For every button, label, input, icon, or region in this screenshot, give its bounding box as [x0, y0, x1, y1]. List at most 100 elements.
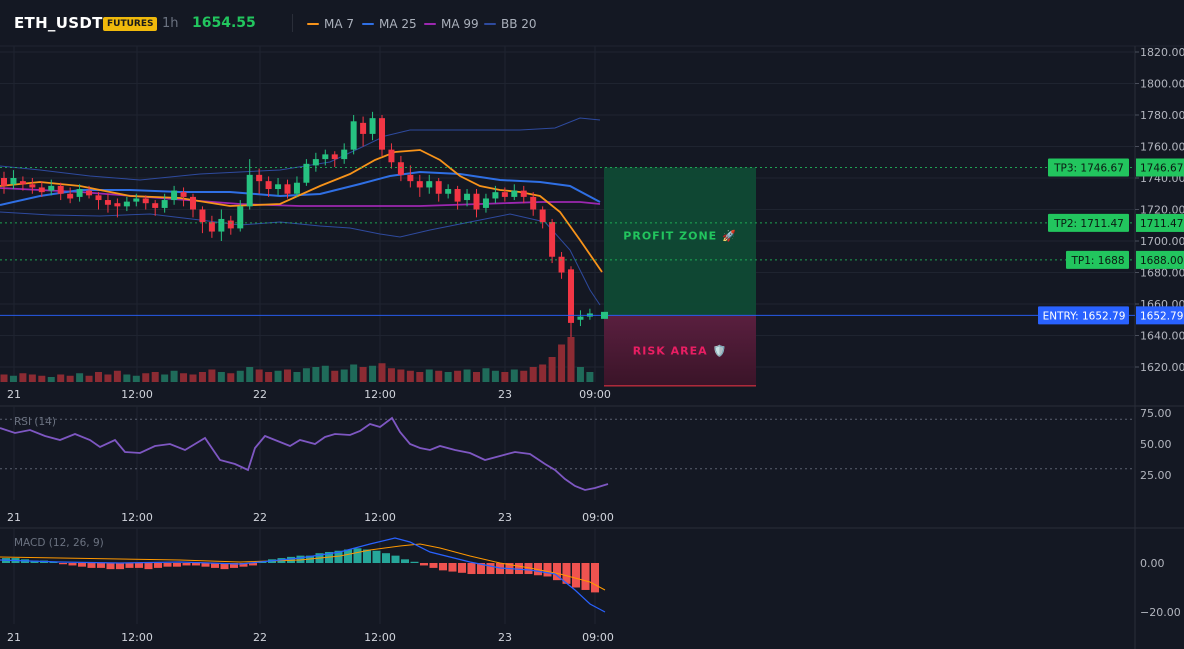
price-tick-label: 1780.00	[1140, 109, 1184, 122]
macd-histogram-bar	[372, 550, 381, 563]
volume-bar	[416, 372, 424, 382]
macd-histogram-bar	[439, 563, 447, 571]
candle-body	[104, 200, 111, 205]
legend-ma7-label: MA 7	[324, 17, 355, 31]
macd-histogram-bar	[249, 563, 257, 566]
volume-bar	[255, 369, 263, 382]
candle-body	[171, 190, 178, 201]
candle-body	[227, 220, 234, 229]
volume-bar	[0, 374, 8, 382]
header-divider	[292, 14, 293, 32]
last-price: 1654.55	[192, 15, 256, 31]
candle-body	[397, 162, 404, 175]
volume-bar	[567, 337, 575, 382]
time-label-rsi: 22	[253, 511, 267, 524]
macd-histogram-bar	[258, 561, 267, 563]
macd-histogram-bar	[154, 563, 162, 568]
volume-bar	[340, 369, 348, 382]
macd-signal-line	[0, 543, 606, 591]
volume-bar	[576, 367, 584, 382]
level-tag-tp3: TP3: 1746.67	[1053, 162, 1124, 174]
volume-bar	[454, 370, 462, 382]
macd-histogram-bar	[486, 563, 495, 575]
rsi-tick-label: 75.00	[1140, 407, 1172, 420]
volume-bar	[236, 370, 244, 382]
candle-body	[520, 190, 527, 197]
macd-histogram-bar	[553, 563, 561, 581]
macd-histogram-bar	[49, 561, 58, 563]
candle-body	[180, 192, 187, 197]
candle-body	[199, 209, 206, 223]
candle-body	[246, 174, 253, 207]
macd-label: MACD (12, 26, 9)	[14, 537, 104, 549]
volume-bar	[293, 372, 301, 382]
price-tick-label: 1700.00	[1140, 235, 1184, 248]
level-tag-bg-tp2	[1048, 213, 1129, 232]
volume-bar	[350, 364, 358, 382]
risk-zone	[604, 315, 756, 386]
symbol-label[interactable]: ETH_USDT	[14, 14, 103, 32]
macd-histogram-bar	[401, 559, 409, 563]
volume-bar	[113, 370, 121, 382]
legend-ma99[interactable]: MA 99	[424, 17, 479, 31]
price-tick-label: 1680.00	[1140, 267, 1184, 280]
volume-bar	[198, 372, 206, 382]
volume-bar	[189, 374, 197, 382]
macd-histogram-bar	[353, 548, 362, 563]
macd-histogram-bar	[116, 563, 124, 570]
timeframe-label[interactable]: 1h	[162, 16, 179, 31]
bb20-swatch	[484, 23, 496, 25]
volume-bar	[76, 373, 84, 382]
macd-histogram-bar	[182, 563, 191, 566]
volume-bar	[284, 369, 291, 382]
candle-body	[331, 154, 338, 160]
candle-body	[388, 149, 395, 163]
time-label-rsi: 21	[7, 511, 21, 524]
candle-body	[57, 185, 64, 194]
volume-bar	[406, 370, 414, 382]
level-axis-bg-tp1	[1136, 250, 1184, 269]
volume-bar	[19, 373, 27, 382]
legend-ma7[interactable]: MA 7	[307, 17, 354, 31]
macd-histogram-bar	[78, 563, 86, 567]
volume-bar	[501, 372, 509, 382]
level-tag-bg-entry	[1038, 306, 1129, 325]
volume-bar	[387, 368, 395, 382]
volume-bar	[265, 372, 273, 382]
volume-bar	[95, 372, 102, 382]
time-label-main: 23	[498, 388, 512, 401]
macd-histogram-bar	[467, 563, 476, 575]
legend-bb20[interactable]: BB 20	[484, 17, 537, 31]
futures-badge: FUTURES	[103, 17, 158, 31]
rsi-tick-label: 25.00	[1140, 469, 1172, 482]
candle-body	[549, 222, 556, 257]
macd-histogram-bar	[163, 563, 172, 567]
macd-histogram-bar	[239, 563, 248, 567]
candle-body	[265, 181, 272, 190]
volume-bar	[104, 374, 112, 382]
candle-body	[1, 178, 7, 186]
volume-bar	[444, 372, 452, 382]
time-label-main: 12:00	[364, 388, 396, 401]
time-label-macd: 21	[7, 631, 21, 644]
legend-bb20-label: BB 20	[501, 17, 537, 31]
candle-body	[152, 203, 159, 208]
legend-ma25[interactable]: MA 25	[362, 17, 417, 31]
macd-histogram-bar	[106, 563, 115, 570]
level-tag-tp1: TP1: 1688	[1070, 255, 1124, 267]
volume-bar	[321, 365, 329, 382]
candle-body	[237, 206, 244, 229]
candle-body	[67, 193, 74, 199]
level-tag-bg-tp3	[1048, 158, 1129, 177]
candle-body	[312, 159, 319, 166]
candle-body	[218, 218, 225, 232]
volume-bar	[463, 369, 471, 382]
macd-histogram-bar	[344, 549, 352, 563]
legend-ma99-label: MA 99	[441, 17, 479, 31]
candle-body	[492, 192, 499, 199]
volume-bar	[66, 375, 74, 382]
level-tag-entry: ENTRY: 1652.79	[1043, 310, 1126, 322]
macd-histogram-bar	[296, 555, 305, 563]
macd-histogram-bar	[382, 553, 390, 563]
